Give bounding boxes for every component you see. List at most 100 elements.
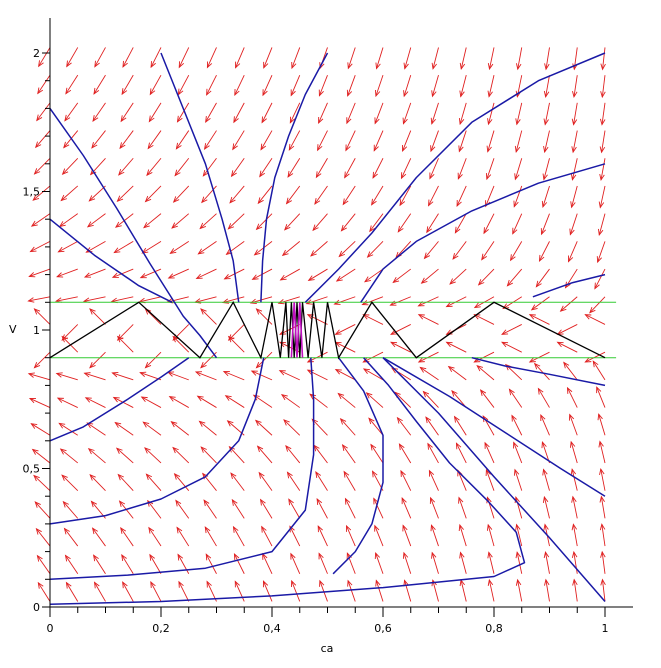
vector-arrow-head [362, 314, 370, 320]
vector-arrow-head [398, 443, 405, 451]
vector-arrow-head [206, 580, 212, 588]
vector-arrow [486, 158, 495, 180]
x-tick-label: 0,8 [485, 622, 503, 635]
vector-arrow-head [417, 357, 425, 363]
vector-arrow-head [512, 227, 518, 235]
vector-arrow [429, 158, 439, 179]
vector-arrow-head [372, 171, 378, 179]
trajectory-curve [360, 163, 606, 303]
vector-arrow [364, 268, 384, 283]
vector-arrow-head [481, 253, 488, 261]
vector-arrow [34, 501, 51, 519]
vector-arrow [456, 185, 467, 207]
vector-arrow [199, 420, 217, 436]
vector-arrow-head [144, 361, 152, 369]
vector-arrow [510, 241, 523, 261]
vector-arrow [57, 397, 78, 408]
axes [49, 18, 633, 608]
vector-arrow [226, 240, 245, 255]
vector-arrow [458, 497, 467, 519]
vector-arrow [233, 102, 245, 123]
vector-arrow-head [173, 472, 181, 480]
vector-arrow [231, 157, 245, 177]
vector-arrow [571, 185, 578, 208]
vector-arrow-head [66, 60, 72, 68]
vector-arrow [258, 472, 273, 491]
vector-arrow-head [87, 447, 95, 455]
vector-arrow [431, 525, 439, 547]
vector-arrow-head [176, 526, 183, 534]
vector-arrow [233, 526, 245, 547]
vector-arrow-head [172, 446, 179, 454]
trajectory-curve [260, 52, 329, 303]
vector-arrow-head [114, 421, 122, 428]
vector-arrow-head [342, 198, 349, 206]
vector-arrow-head [584, 314, 592, 320]
vector-arrow-head [285, 444, 292, 452]
vector-arrow-head [371, 198, 377, 206]
vector-arrow [85, 397, 106, 408]
vector-arrow-head [485, 173, 492, 181]
vector-arrow [289, 102, 301, 123]
vector-arrow [146, 157, 162, 176]
vector-arrow-head [535, 280, 542, 288]
vector-arrow [374, 525, 384, 547]
vector-arrow [487, 130, 495, 152]
vector-arrow [195, 371, 217, 381]
vector-arrow [146, 473, 162, 491]
vector-arrow [205, 554, 217, 574]
vector-arrow [282, 241, 301, 256]
vector-arrow-head [262, 580, 269, 588]
vector-arrow-head [544, 63, 550, 71]
vector-arrow [338, 241, 356, 257]
vector-arrow-head [345, 144, 351, 152]
vector-arrow-head [86, 221, 94, 228]
vector-arrow [140, 268, 162, 279]
vector-arrow [37, 74, 51, 94]
inner-zigzag-curve [290, 302, 304, 358]
vector-arrow [66, 582, 79, 602]
vector-arrow-head [89, 474, 96, 481]
vector-arrow [225, 395, 245, 408]
vector-arrow [120, 102, 134, 122]
vector-arrow [289, 526, 301, 547]
vector-arrow-head [194, 371, 203, 377]
vector-arrow-head [234, 89, 240, 97]
vector-arrow-head [599, 467, 605, 476]
vector-arrow-head [542, 468, 548, 476]
vector-arrow [65, 555, 79, 575]
vector-arrow-head [600, 63, 606, 71]
vector-arrow-head [64, 114, 71, 122]
vector-arrow [346, 525, 356, 547]
vector-arrow [290, 553, 301, 574]
vector-arrow [287, 158, 301, 178]
vector-arrow [431, 102, 439, 124]
vector-arrow [449, 268, 467, 285]
trajectory-curve [49, 357, 190, 442]
vector-arrow [32, 449, 51, 464]
vector-arrow-head [88, 195, 96, 202]
vector-arrow [34, 157, 51, 175]
vector-arrow [313, 445, 328, 464]
vector-arrow-head [501, 329, 509, 335]
vector-arrow [514, 469, 523, 491]
vector-arrow-head [445, 301, 453, 308]
vector-arrow [557, 324, 578, 335]
vector-arrow-head [346, 524, 352, 532]
vector-arrow [544, 102, 550, 125]
vector-arrow [92, 102, 106, 122]
vector-arrow-head [174, 169, 181, 177]
vector-arrow [569, 213, 578, 235]
vector-arrow-head [571, 550, 578, 558]
vector-arrow-head [482, 415, 489, 423]
x-tick-label: 0,4 [263, 622, 281, 635]
vector-arrow-head [564, 281, 571, 289]
vector-arrow-head [317, 144, 323, 152]
vector-arrow-head [589, 306, 596, 314]
vector-arrow-head [27, 297, 35, 303]
vector-arrow-head [117, 473, 124, 481]
x-tick-label: 0,2 [152, 622, 170, 635]
vector-arrow [418, 296, 439, 307]
vector-arrow-head [515, 578, 522, 586]
